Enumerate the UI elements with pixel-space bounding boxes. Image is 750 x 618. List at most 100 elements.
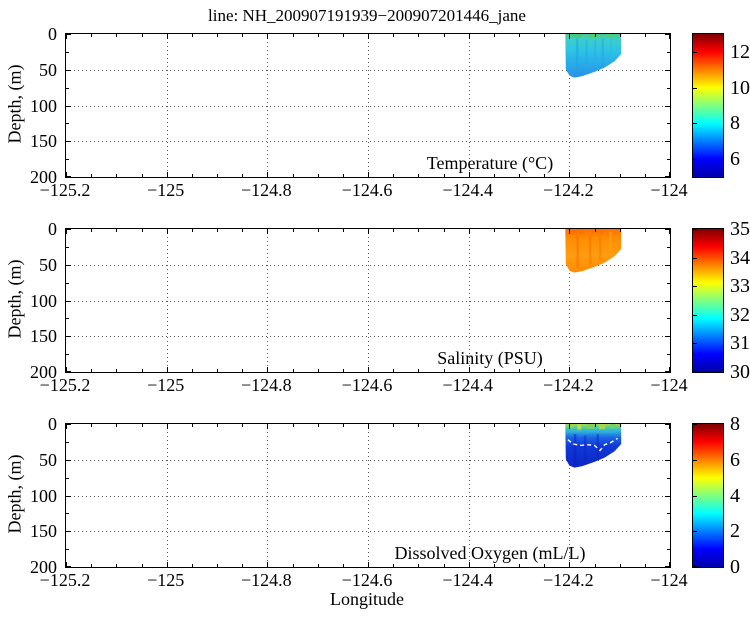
temperature-panel: Depth, (m) Temperature (°C) 12 10 8 6 −125.… — [0, 25, 750, 199]
x-minor-tick — [292, 174, 294, 177]
x-minor-tick — [594, 369, 596, 372]
x-minor-tick — [493, 564, 495, 567]
x-minor-tick — [91, 424, 93, 427]
x-tick — [368, 34, 369, 39]
y-minor-tick — [66, 477, 69, 479]
x-minor-tick — [217, 174, 218, 177]
x-minor-tick — [418, 424, 420, 427]
x-tick — [267, 172, 269, 177]
x-tick — [66, 172, 67, 177]
x-minor-tick — [443, 564, 445, 567]
grid-line-horizontal — [66, 531, 670, 533]
x-minor-tick — [393, 424, 395, 427]
y-tick — [66, 371, 71, 372]
x-minor-tick — [594, 424, 596, 427]
x-tick-label: −125 — [147, 180, 185, 200]
y-tick — [665, 229, 670, 230]
x-minor-tick — [493, 229, 495, 232]
x-tick — [468, 562, 470, 567]
x-minor-tick — [644, 424, 646, 427]
x-minor-tick — [493, 369, 495, 372]
x-minor-tick — [242, 424, 244, 427]
x-minor-tick — [116, 369, 118, 372]
dissolved-oxygen-label: Dissolved Oxygen (mL/L) — [394, 543, 586, 563]
x-tick-label: −124.8 — [240, 570, 292, 590]
x-minor-tick — [544, 34, 546, 37]
x-tick — [267, 424, 269, 429]
x-minor-tick — [644, 369, 646, 372]
colorbar-tick-label: 12 — [730, 40, 750, 63]
colorbar-tick-label: 33 — [730, 275, 750, 298]
x-tick — [66, 229, 67, 234]
x-tick — [569, 34, 571, 39]
x-minor-tick — [594, 229, 596, 232]
y-minor-tick — [667, 318, 670, 320]
figure-title: line: NH_200907191939−200907201446_jane — [208, 6, 526, 25]
x-minor-tick — [443, 174, 445, 177]
x-minor-tick — [317, 229, 319, 232]
y-tick — [665, 459, 670, 461]
dissolved-oxygen-colorbar: 8 6 4 2 0 — [692, 414, 740, 577]
x-tick — [368, 562, 369, 567]
y-tick — [665, 424, 670, 425]
x-minor-tick — [91, 229, 93, 232]
x-tick — [368, 229, 369, 234]
x-minor-tick — [91, 564, 93, 567]
x-minor-tick — [141, 564, 143, 567]
x-tick — [66, 34, 67, 39]
grid-line-horizontal — [66, 495, 670, 497]
y-tick-label: 100 — [30, 95, 57, 116]
x-minor-tick — [242, 564, 244, 567]
x-minor-tick — [292, 424, 294, 427]
x-tick — [569, 562, 571, 567]
x-tick — [669, 172, 670, 177]
salinity-panel: Depth, (m) Salinity (PSU) 35 34 33 32 31 30 −… — [0, 219, 750, 394]
x-tick — [66, 562, 67, 567]
x-minor-tick — [594, 34, 596, 37]
x-tick — [66, 424, 67, 429]
colorbar-tick — [693, 87, 697, 89]
x-tick — [669, 229, 670, 234]
x-minor-tick — [91, 34, 93, 37]
x-minor-tick — [418, 369, 420, 372]
x-minor-tick — [418, 174, 420, 177]
x-tick-label: −124.8 — [240, 375, 292, 395]
x-minor-tick — [116, 424, 118, 427]
y-tick — [665, 300, 670, 302]
x-tick-label: −125 — [147, 570, 185, 590]
x-minor-tick — [342, 229, 344, 232]
x-minor-tick — [418, 564, 420, 567]
x-tick-label: −125.2 — [39, 375, 91, 395]
x-minor-tick — [91, 174, 93, 177]
x-tick — [166, 172, 168, 177]
x-tick — [669, 34, 670, 39]
y-tick — [665, 566, 670, 567]
x-tick — [669, 562, 670, 567]
y-tick — [665, 531, 670, 533]
x-tick — [166, 367, 168, 372]
x-minor-tick — [141, 174, 143, 177]
y-minor-tick — [66, 87, 69, 89]
x-minor-tick — [317, 174, 319, 177]
x-minor-tick — [217, 424, 218, 427]
y-tick — [665, 371, 670, 372]
colorbar-tick — [693, 566, 697, 567]
y-tick — [66, 424, 71, 425]
colorbar-tick — [693, 51, 697, 53]
y-tick — [66, 566, 71, 567]
x-minor-tick — [217, 564, 218, 567]
grid-line-horizontal — [66, 141, 670, 143]
x-minor-tick — [619, 564, 621, 567]
y-minor-tick — [667, 123, 670, 125]
x-minor-tick — [393, 369, 395, 372]
x-minor-tick — [342, 424, 344, 427]
x-tick — [569, 229, 571, 234]
colorbar-tick-label: 8 — [730, 112, 740, 135]
x-minor-tick — [141, 34, 143, 37]
colorbar-tick-label: 0 — [730, 556, 740, 578]
y-minor-tick — [66, 282, 69, 284]
colorbar-tick — [693, 459, 697, 461]
colorbar-tick-label: 35 — [730, 218, 750, 240]
